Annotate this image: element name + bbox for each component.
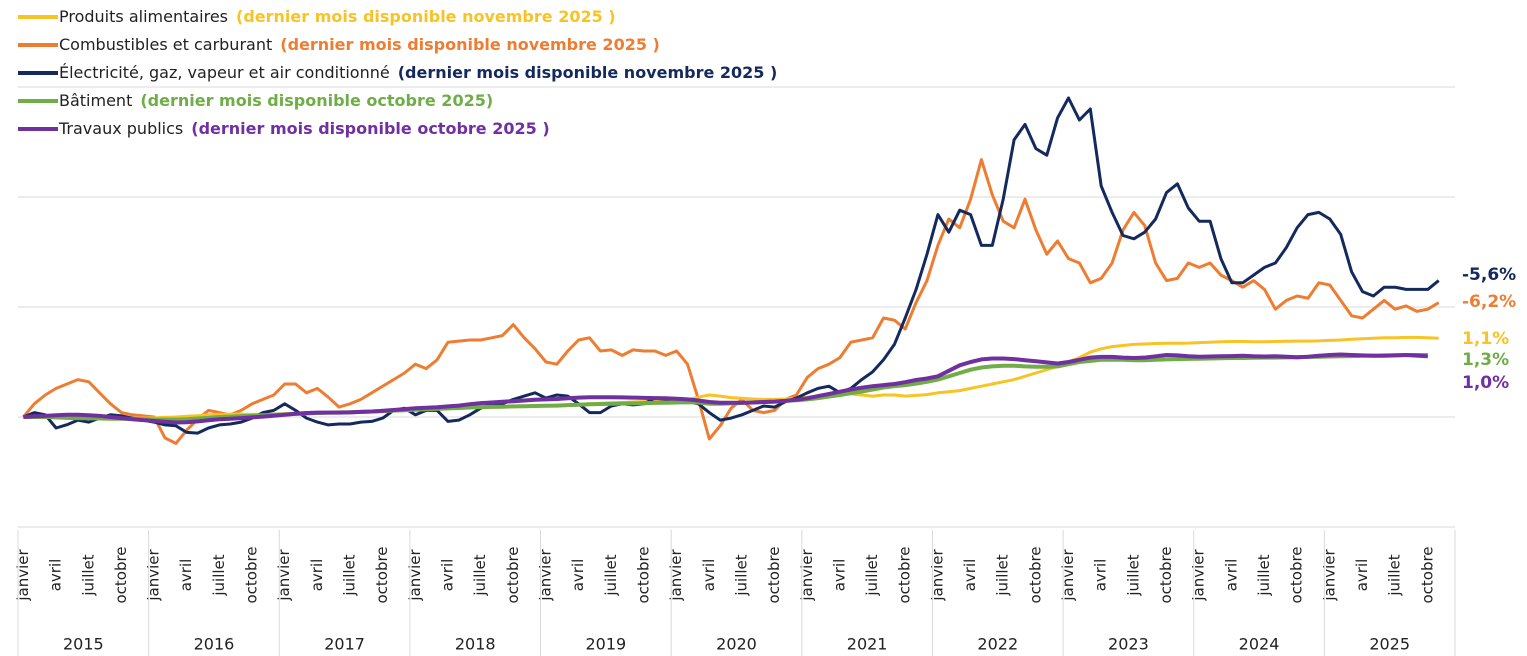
x-tick-label: octobre [1026, 546, 1044, 603]
x-tick-label: juillet [341, 554, 359, 596]
year-label: 2022 [977, 635, 1018, 654]
x-tick-label: janvier [1190, 549, 1208, 602]
x-tick-label: octobre [112, 546, 130, 603]
legend-note: (dernier mois disponible octobre 2025) [140, 91, 493, 110]
series-line [22, 96, 1440, 435]
year-label: 2023 [1108, 635, 1149, 654]
x-tick-label: juillet [471, 554, 489, 596]
series-line [23, 353, 1428, 422]
end-label: 1,3% [1462, 350, 1509, 370]
x-tick-label: juillet [1386, 554, 1404, 596]
legend-note: (dernier mois disponible novembre 2025 ) [236, 7, 616, 26]
legend-entry: Électricité, gaz, vapeur et air conditio… [59, 63, 777, 82]
x-tick-label: janvier [275, 549, 293, 602]
x-tick-label: avril [47, 559, 65, 592]
legend-name: Combustibles et carburant [59, 35, 272, 54]
x-tick-label: octobre [1418, 546, 1436, 603]
x-tick-label: octobre [634, 546, 652, 603]
year-label: 2016 [194, 635, 235, 654]
x-tick-label: janvier [145, 549, 163, 602]
x-tick-label: octobre [504, 546, 522, 603]
x-tick-label: janvier [1320, 549, 1338, 602]
end-label: -5,6% [1462, 265, 1516, 285]
year-label: 2020 [716, 635, 757, 654]
legend-name: Bâtiment [59, 91, 132, 110]
series-line [23, 352, 1428, 425]
legend-note: (dernier mois disponible novembre 2025 ) [398, 63, 778, 82]
series-line [22, 158, 1440, 445]
x-tick-label: janvier [406, 549, 424, 602]
x-tick-label: avril [177, 559, 195, 592]
x-tick-label: avril [700, 559, 718, 592]
year-label: 2024 [1239, 635, 1280, 654]
legend-entry: Travaux publics (dernier mois disponible … [58, 119, 550, 138]
x-tick-label: juillet [863, 554, 881, 596]
legend-entry: Bâtiment (dernier mois disponible octobre… [59, 91, 493, 110]
legend-note: (dernier mois disponible octobre 2025 ) [191, 119, 549, 138]
x-tick-label: juillet [79, 554, 97, 596]
x-tick-label: avril [439, 559, 457, 592]
year-label: 2019 [586, 635, 627, 654]
x-tick-label: janvier [14, 549, 32, 602]
x-tick-label: avril [1222, 559, 1240, 592]
x-tick-label: octobre [243, 546, 261, 603]
x-tick-label: octobre [1157, 546, 1175, 603]
x-tick-label: juillet [210, 554, 228, 596]
x-tick-label: juillet [1255, 554, 1273, 596]
x-tick-label: juillet [994, 554, 1012, 596]
end-label: 1,0% [1462, 373, 1509, 393]
x-tick-label: janvier [536, 549, 554, 602]
x-tick-label: octobre [765, 546, 783, 603]
legend-entry: Produits alimentaires (dernier mois dispo… [59, 7, 616, 26]
year-label: 2015 [63, 635, 104, 654]
x-tick-label: avril [308, 559, 326, 592]
x-tick-label: janvier [798, 549, 816, 602]
x-tick-label: janvier [667, 549, 685, 602]
x-tick-label: avril [1092, 559, 1110, 592]
x-tick-label: avril [961, 559, 979, 592]
x-tick-label: avril [569, 559, 587, 592]
x-tick-label: octobre [373, 546, 391, 603]
x-tick-label: avril [1353, 559, 1371, 592]
x-tick-label: juillet [602, 554, 620, 596]
year-label: 2021 [847, 635, 888, 654]
end-label: -6,2% [1462, 292, 1516, 312]
legend-name: Électricité, gaz, vapeur et air conditio… [59, 63, 390, 82]
legend-name: Travaux publics [58, 119, 183, 138]
year-label: 2025 [1369, 635, 1410, 654]
legend-entry: Combustibles et carburant (dernier mois d… [59, 35, 660, 54]
x-tick-label: octobre [896, 546, 914, 603]
x-tick-label: juillet [1124, 554, 1142, 596]
x-tick-label: janvier [928, 549, 946, 602]
x-tick-label: juillet [732, 554, 750, 596]
legend-name: Produits alimentaires [59, 7, 228, 26]
end-label: 1,1% [1462, 329, 1509, 349]
x-tick-label: janvier [1059, 549, 1077, 602]
x-tick-label: octobre [1288, 546, 1306, 603]
x-tick-label: avril [830, 559, 848, 592]
year-label: 2017 [324, 635, 365, 654]
legend-note: (dernier mois disponible novembre 2025 ) [280, 35, 660, 54]
year-label: 2018 [455, 635, 496, 654]
